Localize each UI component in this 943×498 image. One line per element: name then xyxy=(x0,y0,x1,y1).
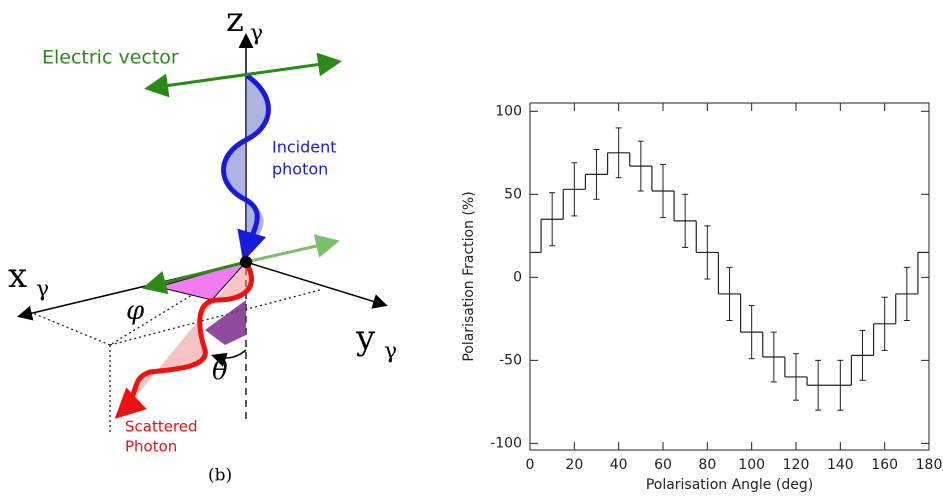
y-tick-label: 50 xyxy=(504,186,522,202)
incident-label: photon xyxy=(272,160,328,179)
electric-vector-label: Electric vector xyxy=(42,47,179,69)
x-tick-label: 20 xyxy=(565,457,583,473)
axis-subscript: γ xyxy=(384,339,397,364)
incident-shade xyxy=(224,75,269,250)
chart: 0 20 40 60 80 100 120 140 160 180 -100 -50 0 50 100 Pol… xyxy=(461,103,942,493)
x-tick-label: 160 xyxy=(871,457,898,473)
figure: Electric vector Incident photon Scattere… xyxy=(0,0,943,498)
y-tick-label: 0 xyxy=(513,269,522,285)
x-tick-label: 120 xyxy=(783,457,810,473)
scattered-e-vector xyxy=(246,242,334,262)
x-tick-label: 140 xyxy=(827,457,854,473)
phi-label: φ xyxy=(126,296,145,326)
axis-label: z xyxy=(226,0,244,40)
x-tick-label: 80 xyxy=(698,457,716,473)
x-tick-label: 40 xyxy=(610,457,628,473)
y-tick-label: -100 xyxy=(490,435,522,451)
diagram: Electric vector Incident photon Scattere… xyxy=(8,0,397,486)
y-axis xyxy=(246,262,385,305)
y-axis-title: Polarisation Fraction (%) xyxy=(461,191,477,361)
x-tick-label: 0 xyxy=(526,457,535,473)
x-tick-label: 180 xyxy=(916,457,943,473)
scattered-label: Scattered xyxy=(125,418,198,436)
panel-label: (b) xyxy=(208,466,232,486)
axis-subscript: γ xyxy=(36,277,49,302)
x-tick-label: 100 xyxy=(738,457,765,473)
x-axis-title: Polarisation Angle (deg) xyxy=(646,477,813,493)
theta-plane xyxy=(205,300,246,345)
y-tick-label: -50 xyxy=(499,352,522,368)
axis-subscript: γ xyxy=(250,21,263,46)
x-tick-label: 60 xyxy=(654,457,672,473)
scattered-label: Photon xyxy=(125,438,177,456)
origin xyxy=(240,256,252,268)
theta-label: θ xyxy=(212,356,228,386)
axis-label: y xyxy=(355,318,376,358)
incident-label: Incident xyxy=(272,138,337,157)
axis-label: x xyxy=(8,256,27,296)
y-tick-label: 100 xyxy=(495,103,522,119)
